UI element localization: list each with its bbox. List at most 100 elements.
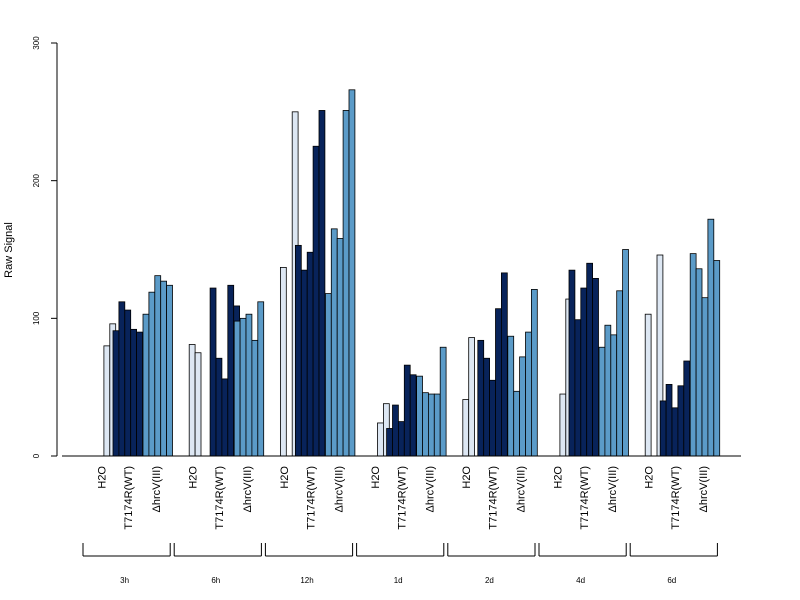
bar (671, 407, 679, 457)
bar (622, 249, 629, 457)
bar (233, 320, 241, 457)
bar (616, 290, 624, 457)
bar (324, 293, 332, 457)
bar (427, 393, 435, 457)
bar (245, 313, 253, 457)
bar (409, 374, 417, 457)
y-tick-label: 200 (32, 173, 41, 187)
group-label: H2O (552, 466, 564, 489)
group-label: H2O (370, 466, 382, 489)
bar (342, 110, 350, 457)
bar (318, 110, 326, 457)
bar (433, 393, 441, 457)
bar (519, 356, 526, 457)
bar (221, 378, 229, 457)
group-label: T7174R(WT) (123, 466, 135, 530)
bar (531, 289, 538, 457)
bar (239, 317, 247, 457)
timepoint-label: 4d (576, 576, 585, 585)
bar (483, 357, 491, 457)
bar (610, 334, 618, 457)
group-label: T7174R(WT) (305, 466, 317, 530)
group-label: T7174R(WT) (579, 466, 591, 530)
group-label: ΔhrcV(III) (151, 466, 163, 512)
bar (422, 392, 429, 457)
timepoint-brackets: 3h 6h 12h 1d 2d 4d 6d (82, 543, 718, 585)
group-label: ΔhrcV(III) (607, 466, 619, 512)
bar (386, 428, 393, 457)
bar (336, 238, 344, 457)
bar (142, 313, 150, 457)
y-tick-label: 100 (32, 311, 41, 325)
bar (300, 269, 308, 457)
bar (103, 345, 111, 457)
bar (257, 301, 265, 457)
group-label: ΔhrcV(III) (425, 466, 437, 512)
y-axis: 0 100 200 300 Raw Signal (3, 36, 58, 458)
bar (644, 313, 652, 457)
bar (665, 384, 673, 457)
bar (701, 297, 709, 457)
bar (160, 280, 167, 457)
bar (416, 375, 423, 457)
group-label: ΔhrcV(III) (516, 466, 528, 512)
bar (112, 330, 120, 457)
x-axis: H2O T7174R(WT) ΔhrcV(III) H2O T7174R(WT) Δhrc… (62, 455, 741, 530)
bar (215, 357, 223, 457)
bar (194, 352, 202, 457)
bar (586, 262, 594, 457)
bar (136, 331, 143, 457)
bar (148, 291, 156, 457)
y-axis-title: Raw Signal (3, 222, 15, 278)
bar (695, 268, 703, 457)
bar (677, 385, 685, 457)
bar (559, 393, 567, 457)
bar (468, 337, 476, 457)
bar (312, 145, 320, 457)
bar (377, 422, 384, 457)
bar (403, 364, 411, 457)
bar (294, 244, 302, 457)
bar (439, 346, 447, 457)
bars (103, 89, 721, 457)
bar (574, 319, 582, 457)
bar (188, 344, 196, 457)
bar (495, 308, 502, 457)
group-label: H2O (279, 466, 291, 489)
bar (154, 275, 162, 457)
bar (683, 360, 691, 457)
bar (166, 284, 173, 457)
bar (513, 390, 521, 457)
group-label: H2O (461, 466, 473, 489)
bar (306, 251, 314, 457)
y-tick-label: 0 (32, 453, 41, 458)
timepoint-label: 12h (300, 576, 313, 585)
bar (279, 266, 287, 457)
timepoint-label: 6h (211, 576, 220, 585)
bar (507, 335, 515, 457)
group-label: T7174R(WT) (214, 466, 226, 530)
bar (397, 421, 405, 457)
bar (227, 284, 235, 457)
group-label: H2O (96, 466, 108, 489)
group-label: H2O (644, 466, 656, 489)
group-label: H2O (188, 466, 200, 489)
timepoint-label: 6d (667, 576, 676, 585)
timepoint-label: 1d (394, 576, 403, 585)
bar (251, 339, 259, 457)
group-label: ΔhrcV(III) (242, 466, 254, 512)
group-label: ΔhrcV(III) (333, 466, 345, 512)
bar (118, 301, 126, 457)
bar (500, 272, 508, 457)
bar (598, 346, 606, 457)
group-label: T7174R(WT) (397, 466, 409, 530)
bar (592, 278, 599, 457)
bar (659, 400, 667, 457)
bar (713, 260, 721, 457)
bar (477, 339, 485, 457)
y-tick-label: 300 (32, 36, 41, 50)
bar (330, 228, 338, 457)
bar (707, 218, 715, 457)
timepoint-label: 2d (485, 576, 494, 585)
bar (209, 287, 217, 457)
